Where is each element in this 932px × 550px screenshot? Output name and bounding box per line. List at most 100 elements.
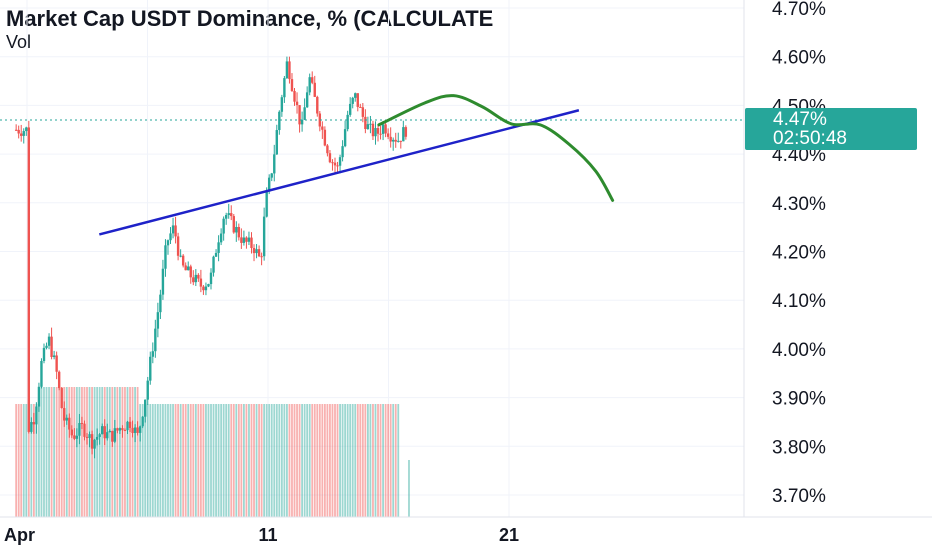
grid: [0, 0, 744, 517]
candle-body: [146, 380, 149, 400]
volume-bar: [240, 404, 243, 517]
volume-bar: [349, 404, 352, 517]
volume-bar: [296, 404, 298, 517]
volume-bar: [184, 404, 187, 517]
volume-bar: [268, 404, 271, 517]
volume-bar: [341, 404, 344, 517]
volume-bar: [156, 404, 159, 517]
candle-body: [270, 173, 273, 178]
price-tick-label: 4.70%: [772, 0, 826, 20]
candle-body: [374, 128, 377, 137]
volume-bar: [225, 404, 228, 517]
candle-body: [126, 421, 129, 431]
current-price-value: 4.47%: [773, 109, 827, 130]
candle-body: [192, 277, 195, 283]
volume-bar: [210, 404, 212, 517]
candle-body: [348, 103, 352, 115]
volume-bar: [301, 404, 304, 517]
volume-bar: [58, 387, 61, 517]
candle-body: [204, 286, 208, 291]
price-tick-label: 4.20%: [772, 243, 826, 264]
volume-bar: [129, 387, 131, 517]
candle-body: [268, 177, 271, 192]
candle-body: [273, 154, 276, 174]
volume-bar: [354, 404, 357, 517]
candle-body: [235, 226, 238, 233]
volume-bar: [280, 404, 283, 517]
volume-bar: [344, 404, 347, 517]
candle-body: [149, 356, 152, 381]
candle-body: [194, 274, 198, 283]
volume-bar: [298, 404, 301, 517]
volume-bar: [154, 404, 157, 517]
candle-body: [113, 428, 117, 442]
volume-bar: [205, 404, 207, 517]
volume-bar: [346, 404, 349, 517]
volume-bar: [263, 404, 266, 517]
volume-bar: [108, 387, 111, 517]
candle-body: [128, 421, 132, 428]
candle-body: [37, 386, 41, 407]
candle-body: [189, 266, 192, 278]
candle-body: [141, 416, 144, 427]
candle-body: [351, 97, 354, 104]
candle-body: [179, 255, 182, 257]
candle-body: [68, 417, 71, 430]
volume-bar: [15, 404, 18, 517]
volume-bar: [288, 404, 291, 517]
volume-bar: [43, 387, 45, 517]
candle-body: [187, 266, 190, 271]
volume-bar: [177, 404, 180, 517]
candle-body: [331, 162, 334, 164]
volume-bar: [339, 404, 341, 517]
candle-body: [17, 129, 20, 134]
volume-bar: [179, 404, 182, 517]
candle-countdown: 02:50:48: [773, 128, 847, 149]
volume-bar: [311, 404, 314, 517]
volume-bar: [408, 460, 410, 517]
volume-bar: [189, 404, 192, 517]
volume-bar: [96, 387, 99, 517]
volume-bar: [194, 404, 197, 517]
candle-body: [247, 237, 251, 242]
candle-body: [283, 78, 286, 98]
volume-bar: [220, 404, 223, 517]
candle-body: [402, 127, 405, 142]
candle-body: [278, 111, 281, 131]
volume-bar: [30, 404, 33, 517]
candle-body: [133, 427, 137, 434]
volume-bar: [146, 404, 149, 517]
volume-bar: [159, 404, 162, 517]
candle-body: [371, 123, 375, 137]
candle-body: [169, 233, 172, 241]
candle-body: [144, 399, 147, 417]
candle-body: [199, 278, 203, 287]
candle-body: [265, 191, 268, 217]
candle-body: [57, 371, 61, 389]
candle-body: [60, 388, 63, 409]
time-tick-label: 11: [258, 525, 277, 545]
candle-body: [85, 436, 89, 438]
candle-body: [88, 434, 91, 438]
price-tick-label: 4.10%: [772, 291, 826, 312]
candle-body: [50, 336, 53, 357]
volume-bar: [121, 387, 124, 517]
candle-body: [308, 77, 311, 93]
volume-bar: [351, 404, 354, 517]
candle-body: [75, 435, 79, 439]
candle-body: [376, 128, 380, 134]
volume-bars: [15, 387, 410, 517]
price-tick-label: 3.80%: [772, 437, 826, 458]
candle-body: [369, 123, 372, 125]
candle-body: [55, 355, 58, 372]
candle-body: [176, 236, 180, 256]
volume-bar: [227, 404, 230, 517]
volume-bar: [372, 404, 374, 517]
candle-body: [90, 434, 94, 449]
candle-body: [359, 106, 362, 108]
candle-body: [14, 129, 18, 131]
candle-body: [35, 406, 38, 425]
candle-body: [338, 157, 342, 166]
candle-body: [391, 139, 395, 142]
